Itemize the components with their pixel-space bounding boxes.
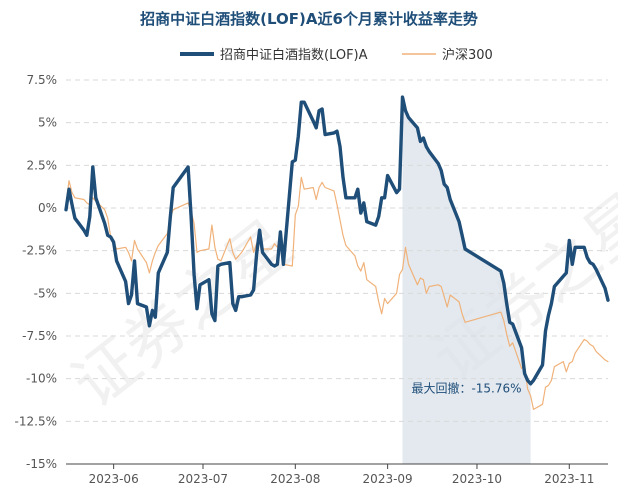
y-tick-label: -12.5% — [15, 414, 57, 428]
max-drawdown-area — [402, 97, 531, 464]
y-tick-label: -10% — [26, 372, 57, 386]
watermark-text-1: 证券之星 — [59, 207, 306, 423]
legend-label-fund: 招商中证白酒指数(LOF)A — [220, 47, 368, 63]
x-axis: 2023-06 2023-07 2023-08 2023-09 2023-10 2023-… — [66, 463, 608, 486]
max-drawdown-band — [402, 97, 531, 464]
x-tick-label: 2023-09 — [363, 472, 413, 486]
x-tick-label: 2023-06 — [89, 472, 139, 486]
x-tick-label: 2023-11 — [544, 472, 594, 486]
y-tick-label: -5% — [34, 286, 57, 300]
y-tick-label: 2.5% — [27, 158, 58, 172]
legend: 招商中证白酒指数(LOF)A 沪深300 — [180, 47, 493, 63]
y-tick-label: -7.5% — [22, 329, 57, 343]
y-tick-label: 0% — [38, 201, 57, 215]
y-tick-label: -2.5% — [22, 244, 57, 258]
y-tick-label: 5% — [38, 116, 57, 130]
x-tick-label: 2023-08 — [270, 472, 320, 486]
y-tick-label: 7.5% — [27, 73, 58, 87]
y-axis: 7.5% 5% 2.5% 0% -2.5% -5% -7.5% -10% -12.5% -15% — [15, 73, 57, 471]
series — [64, 95, 610, 410]
y-tick-label: -15% — [26, 457, 57, 471]
x-tick-label: 2023-10 — [452, 472, 502, 486]
fund-series-line — [64, 95, 610, 386]
chart-title: 招商中证白酒指数(LOF)A近6个月累计收益率走势 — [140, 10, 478, 28]
x-tick-label: 2023-07 — [178, 472, 228, 486]
max-drawdown-label: 最大回撤：-15.76% — [411, 380, 521, 395]
legend-label-benchmark: 沪深300 — [442, 47, 493, 63]
